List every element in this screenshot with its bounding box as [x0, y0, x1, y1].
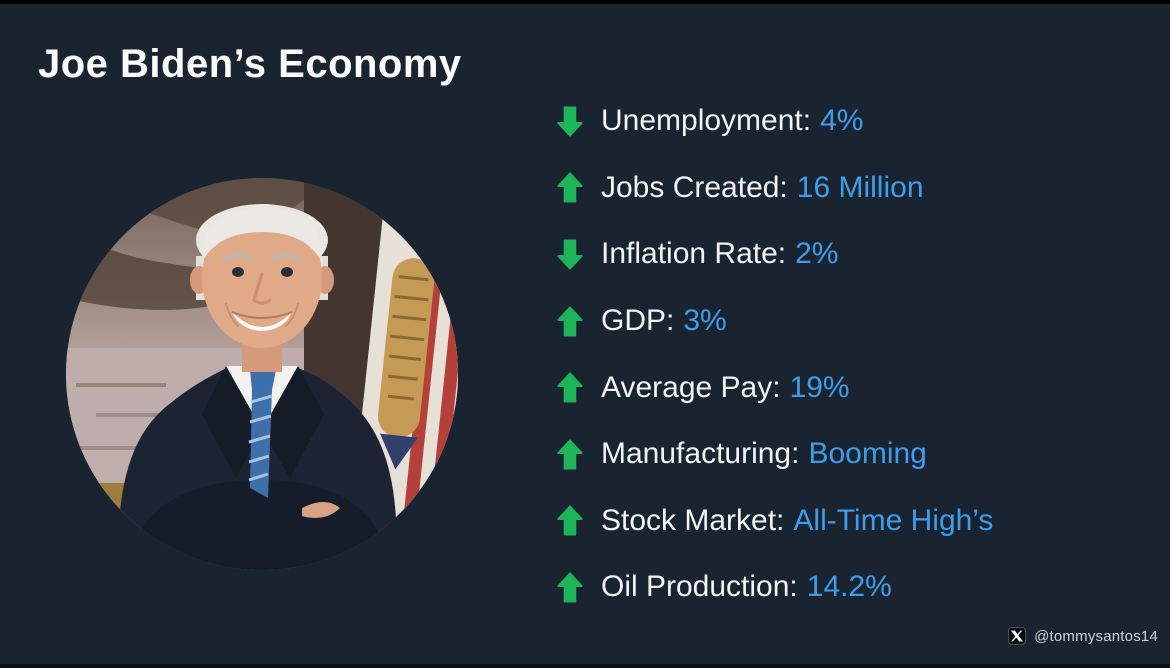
stat-label: Inflation Rate: [601, 237, 787, 271]
stat-row: Oil Production: 14.2% [556, 554, 993, 621]
page-title: Joe Biden’s Economy [38, 42, 462, 86]
stat-row: Manufacturing: Booming [556, 421, 993, 488]
stat-value: 3% [683, 304, 727, 338]
stat-label: GDP: [601, 304, 675, 338]
stat-value: 14.2% [806, 570, 892, 604]
stat-value: All-Time High’s [793, 503, 994, 537]
trend-down-icon [557, 239, 583, 270]
stat-value: Booming [808, 437, 927, 471]
trend-up-icon [557, 572, 583, 603]
stat-label: Jobs Created: [601, 170, 788, 204]
trend-up-icon [557, 439, 583, 470]
stat-value: 16 Million [796, 170, 924, 204]
trend-down-icon [557, 106, 583, 137]
stat-value: 4% [820, 104, 864, 138]
stat-value: 2% [795, 237, 839, 271]
stat-row: Unemployment: 4% [556, 88, 993, 155]
stat-label: Manufacturing: [601, 437, 800, 471]
attribution-handle: @tommysantos14 [1034, 627, 1158, 645]
trend-up-icon [557, 372, 583, 403]
economy-stats-list: Unemployment: 4% Jobs Created: 16 Millio… [556, 88, 993, 621]
stat-row: Jobs Created: 16 Million [556, 155, 993, 222]
stat-row: Inflation Rate: 2% [556, 221, 993, 288]
stat-label: Unemployment: [601, 104, 812, 138]
portrait-image [66, 178, 458, 570]
stat-label: Average Pay: [601, 370, 781, 404]
top-letterbox-bar [0, 0, 1170, 4]
joe-biden-portrait [66, 178, 458, 570]
trend-up-icon [557, 306, 583, 337]
attribution: @tommysantos14 [1008, 626, 1158, 646]
trend-up-icon [557, 505, 583, 536]
stat-value: 19% [789, 370, 850, 404]
x-logo-icon [1008, 627, 1027, 645]
stat-label: Stock Market: [601, 503, 785, 537]
stat-row: Stock Market: All-Time High’s [556, 488, 993, 555]
bottom-letterbox-bar [0, 664, 1170, 668]
x-glyph [1011, 630, 1024, 642]
stat-row: Average Pay: 19% [556, 354, 993, 421]
stat-label: Oil Production: [601, 570, 798, 604]
stat-row: GDP: 3% [556, 288, 993, 355]
trend-up-icon [557, 172, 583, 203]
